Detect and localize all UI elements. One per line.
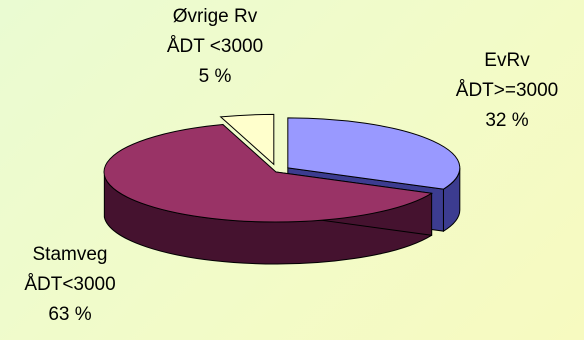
slice-subname: ÅDT>=3000 <box>455 80 559 101</box>
pie-slice-evrv <box>287 117 461 190</box>
pie-slice--vrige-rv <box>219 113 275 166</box>
slice-label-stamveg: Stamveg ÅDT<3000 63 % <box>0 240 145 330</box>
slice-name: Stamveg <box>32 244 108 265</box>
slice-name: EvRv <box>484 50 530 71</box>
slice-label-ovrige-rv: Øvrige Rv ÅDT <3000 5 % <box>135 2 295 92</box>
slice-percent: 32 % <box>485 110 529 131</box>
slice-label-evrv: EvRv ÅDT>=3000 32 % <box>432 46 582 136</box>
slice-percent: 63 % <box>48 304 92 325</box>
slice-subname: ÅDT <3000 <box>166 36 264 57</box>
slice-name: Øvrige Rv <box>172 6 258 27</box>
pie-slice-stamveg <box>103 123 434 223</box>
slice-subname: ÅDT<3000 <box>24 274 116 295</box>
slice-percent: 5 % <box>198 66 232 87</box>
